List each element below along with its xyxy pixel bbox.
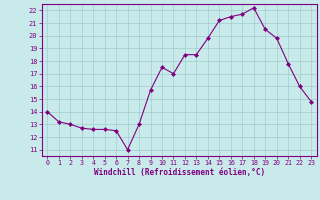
X-axis label: Windchill (Refroidissement éolien,°C): Windchill (Refroidissement éolien,°C) (94, 168, 265, 177)
